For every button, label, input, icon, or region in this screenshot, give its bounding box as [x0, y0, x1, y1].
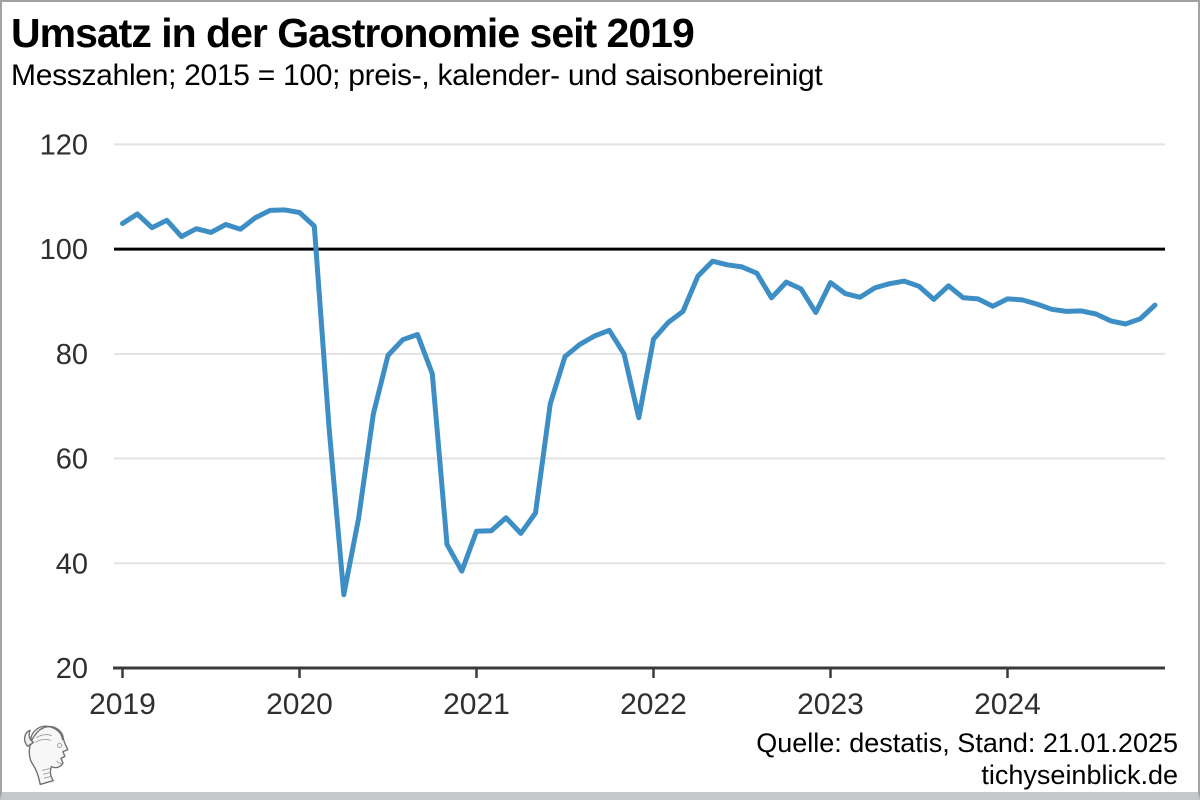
- y-axis-label: 120: [40, 129, 88, 161]
- data-line-gastronomie: [120, 207, 1158, 598]
- source-note: Quelle: destatis, Stand: 21.01.2025: [756, 728, 1178, 758]
- y-axis-label: 60: [56, 444, 88, 476]
- x-axis-label: 2023: [797, 688, 864, 721]
- hermes-head-logo-icon: [18, 720, 76, 788]
- x-axis-label: 2019: [89, 688, 156, 721]
- y-axis-label: 40: [56, 548, 88, 580]
- website-note: tichyseinblick.de: [981, 760, 1178, 790]
- y-axis-label: 80: [56, 339, 88, 371]
- page-title: Umsatz in der Gastronomie seit 2019: [11, 10, 695, 56]
- y-axis-label: 100: [40, 234, 88, 266]
- x-axis-label: 2024: [974, 688, 1041, 721]
- page-subtitle: Messzahlen; 2015 = 100; preis-, kalender…: [11, 59, 823, 92]
- x-axis-label: 2021: [443, 688, 510, 721]
- x-axis-label: 2020: [266, 688, 333, 721]
- x-axis-label: 2022: [620, 688, 687, 721]
- y-axis-label: 20: [56, 653, 88, 685]
